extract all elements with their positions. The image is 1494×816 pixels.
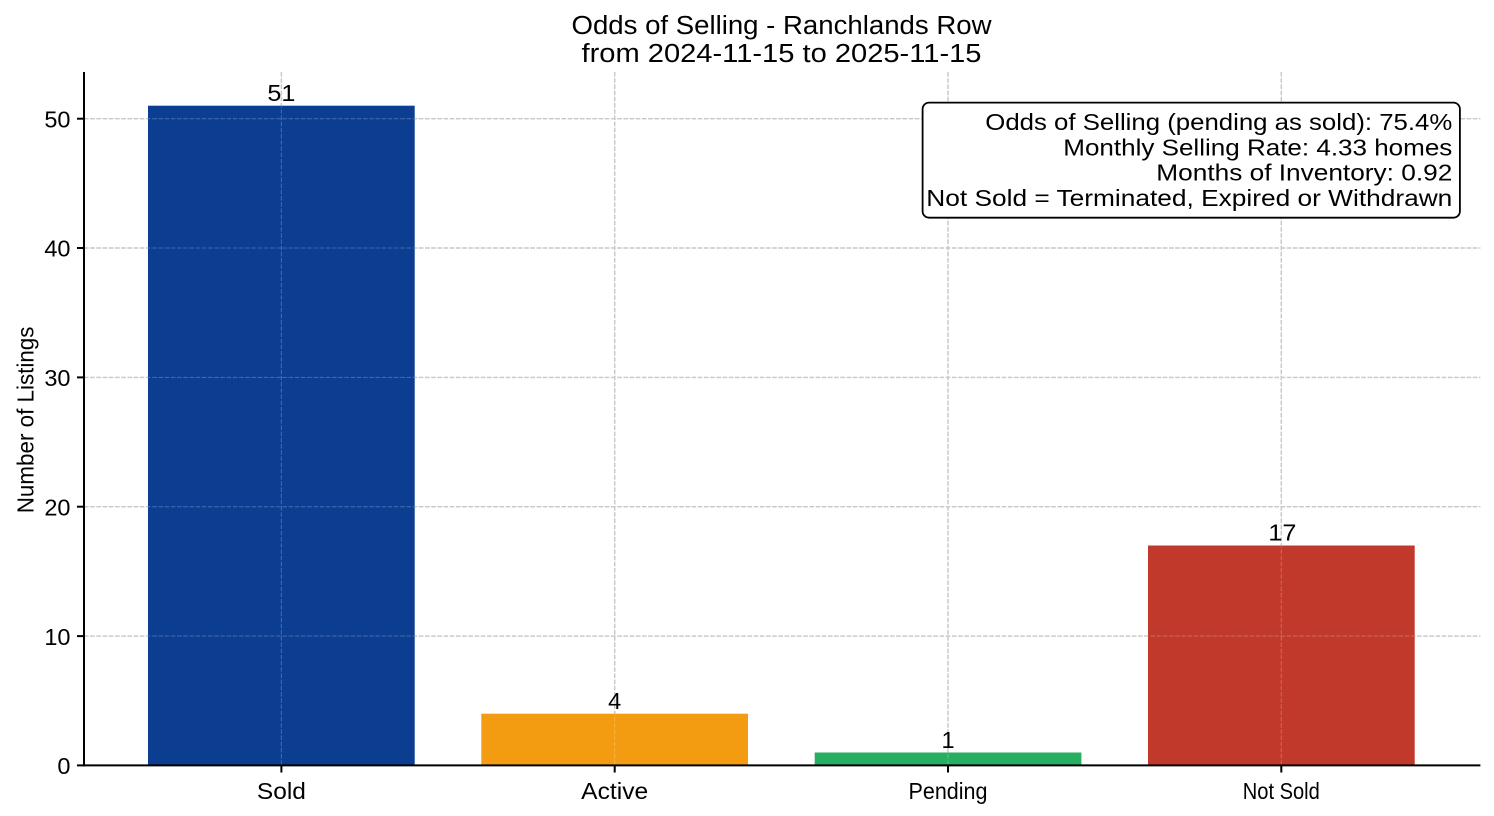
svg-text:Active: Active: [581, 778, 648, 804]
svg-text:1: 1: [941, 727, 954, 753]
svg-text:Number of Listings: Number of Listings: [13, 327, 39, 514]
svg-text:from 2024-11-15 to 2025-11-15: from 2024-11-15 to 2025-11-15: [582, 38, 982, 68]
svg-text:Odds of Selling - Ranchlands R: Odds of Selling - Ranchlands Row: [572, 10, 993, 40]
svg-text:Not Sold: Not Sold: [1243, 778, 1320, 804]
svg-text:50: 50: [44, 106, 70, 132]
svg-text:20: 20: [44, 494, 70, 520]
svg-text:30: 30: [44, 365, 70, 391]
svg-text:17: 17: [1268, 520, 1296, 546]
svg-text:Odds of Selling (pending as so: Odds of Selling (pending as sold): 75.4%: [985, 109, 1452, 135]
svg-text:Monthly Selling Rate: 4.33 hom: Monthly Selling Rate: 4.33 homes: [1063, 134, 1452, 160]
svg-text:0: 0: [57, 753, 70, 779]
svg-text:Not Sold = Terminated, Expired: Not Sold = Terminated, Expired or Withdr…: [926, 185, 1452, 211]
svg-text:10: 10: [44, 624, 70, 650]
svg-text:Sold: Sold: [257, 778, 306, 804]
svg-text:Months of Inventory: 0.92: Months of Inventory: 0.92: [1156, 160, 1452, 186]
svg-text:40: 40: [44, 236, 70, 262]
svg-text:Pending: Pending: [909, 778, 988, 804]
svg-text:4: 4: [608, 688, 621, 714]
svg-text:51: 51: [267, 80, 295, 106]
